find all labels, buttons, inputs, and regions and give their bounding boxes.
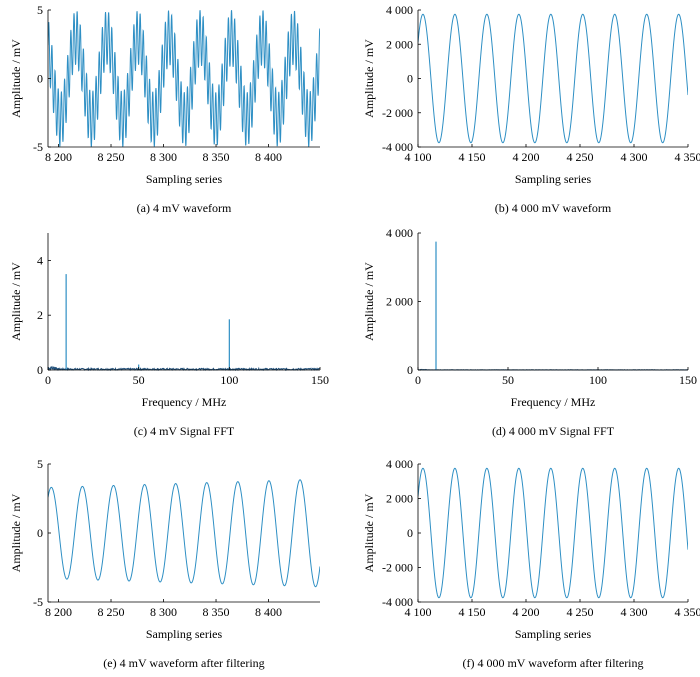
y-tick-label-d-1: 2 000 (386, 295, 413, 309)
x-tick-label-a-0: 8 200 (45, 150, 72, 164)
x-tick-label-e-3: 8 350 (203, 605, 230, 619)
x-tick-label-f-5: 4 350 (675, 605, 700, 619)
chart-caption-c: (c) 4 mV Signal FFT (134, 424, 235, 438)
series-line-a-0 (48, 10, 320, 147)
x-tick-label-c-3: 150 (311, 373, 329, 387)
y-tick-label-e-0: -5 (33, 595, 43, 609)
y-tick-label-a-1: 0 (37, 72, 43, 86)
x-tick-label-b-5: 4 350 (675, 150, 700, 164)
chart-panel-d: 0 50 100 150 0 2 000 4 000 Frequency / MHz Ampli… (362, 226, 697, 438)
y-tick-label-e-2: 5 (37, 457, 43, 471)
chart-panel-f: 4 100 4 150 4 200 4 250 4 300 4 350 -4 000 -2 0… (362, 457, 700, 670)
x-tick-label-e-2: 8 300 (150, 605, 177, 619)
chart-caption-d: (d) 4 000 mV Signal FFT (492, 424, 615, 438)
y-tick-label-f-1: -2 000 (382, 561, 413, 575)
y-tick-label-a-0: -5 (33, 140, 43, 154)
x-tick-label-e-1: 8 250 (98, 605, 125, 619)
y-axis-label-f: Amplitude / mV (362, 493, 376, 572)
y-axis-label-a: Amplitude / mV (9, 39, 23, 118)
chart-panel-a: 8 200 8 250 8 300 8 350 8 400 -5 0 5 Sampling se… (9, 3, 320, 215)
y-axis-label-b: Amplitude / mV (362, 39, 376, 118)
x-axis-label-a: Sampling series (146, 172, 223, 186)
y-tick-label-d-0: 0 (407, 363, 413, 377)
y-tick-label-e-1: 0 (37, 526, 43, 540)
x-tick-label-f-4: 4 300 (621, 605, 648, 619)
y-tick-label-b-3: 2 000 (386, 37, 413, 51)
y-axis-label-d: Amplitude / mV (362, 262, 376, 341)
x-tick-label-c-2: 100 (220, 373, 238, 387)
x-tick-label-b-1: 4 150 (459, 150, 486, 164)
x-tick-label-b-2: 4 200 (513, 150, 540, 164)
y-tick-label-c-0: 0 (37, 363, 43, 377)
y-tick-label-d-2: 4 000 (386, 226, 413, 240)
chart-caption-b: (b) 4 000 mV waveform (495, 201, 612, 215)
x-tick-label-d-1: 50 (502, 373, 514, 387)
x-tick-label-f-3: 4 250 (567, 605, 594, 619)
x-tick-label-a-1: 8 250 (98, 150, 125, 164)
x-tick-label-f-1: 4 150 (459, 605, 486, 619)
x-tick-label-c-0: 0 (45, 373, 51, 387)
spectrum-floor-c (48, 365, 320, 371)
x-tick-label-a-3: 8 350 (203, 150, 230, 164)
y-tick-label-f-3: 2 000 (386, 492, 413, 506)
x-tick-label-b-3: 4 250 (567, 150, 594, 164)
x-axis-label-d: Frequency / MHz (511, 395, 596, 409)
chart-caption-a: (a) 4 mV waveform (137, 201, 232, 215)
series-line-e-0 (48, 479, 320, 588)
x-tick-label-a-2: 8 300 (150, 150, 177, 164)
chart-panel-b: 4 100 4 150 4 200 4 250 4 300 4 350 -4 000 -2 0… (362, 3, 700, 215)
y-tick-label-b-4: 4 000 (386, 3, 413, 17)
y-tick-label-f-2: 0 (407, 526, 413, 540)
x-tick-label-c-1: 50 (133, 373, 145, 387)
chart-caption-f: (f) 4 000 mV waveform after filtering (462, 656, 643, 670)
x-axis-label-f: Sampling series (515, 627, 592, 641)
x-axis-label-e: Sampling series (146, 627, 223, 641)
y-tick-label-c-1: 2 (37, 308, 43, 322)
series-line-f-0 (418, 467, 688, 599)
x-tick-label-e-4: 8 400 (255, 605, 282, 619)
y-tick-label-c-2: 4 (37, 253, 43, 267)
y-tick-label-b-0: -4 000 (382, 140, 413, 154)
chart-panel-c: 0 50 100 150 0 2 4 Frequency / MHz Amplitude / m… (9, 233, 329, 438)
y-tick-label-f-0: -4 000 (382, 595, 413, 609)
y-axis-label-c: Amplitude / mV (9, 262, 23, 341)
x-tick-label-b-0: 4 100 (405, 150, 432, 164)
x-tick-label-d-3: 150 (679, 373, 697, 387)
x-tick-label-a-4: 8 400 (255, 150, 282, 164)
x-tick-label-e-0: 8 200 (45, 605, 72, 619)
chart-panel-e: 8 200 8 250 8 300 8 350 8 400 -5 0 5 Sampling se… (9, 457, 320, 670)
x-axis-label-c: Frequency / MHz (142, 395, 227, 409)
series-line-b-0 (418, 13, 688, 144)
x-tick-label-f-0: 4 100 (405, 605, 432, 619)
x-tick-label-d-0: 0 (415, 373, 421, 387)
x-tick-label-b-4: 4 300 (621, 150, 648, 164)
y-axis-label-e: Amplitude / mV (9, 493, 23, 572)
y-tick-label-f-4: 4 000 (386, 457, 413, 471)
x-tick-label-f-2: 4 200 (513, 605, 540, 619)
y-tick-label-b-1: -2 000 (382, 106, 413, 120)
x-tick-label-d-2: 100 (589, 373, 607, 387)
chart-caption-e: (e) 4 mV waveform after filtering (103, 656, 264, 670)
y-tick-label-a-2: 5 (37, 3, 43, 17)
x-axis-label-b: Sampling series (515, 172, 592, 186)
y-tick-label-b-2: 0 (407, 72, 413, 86)
